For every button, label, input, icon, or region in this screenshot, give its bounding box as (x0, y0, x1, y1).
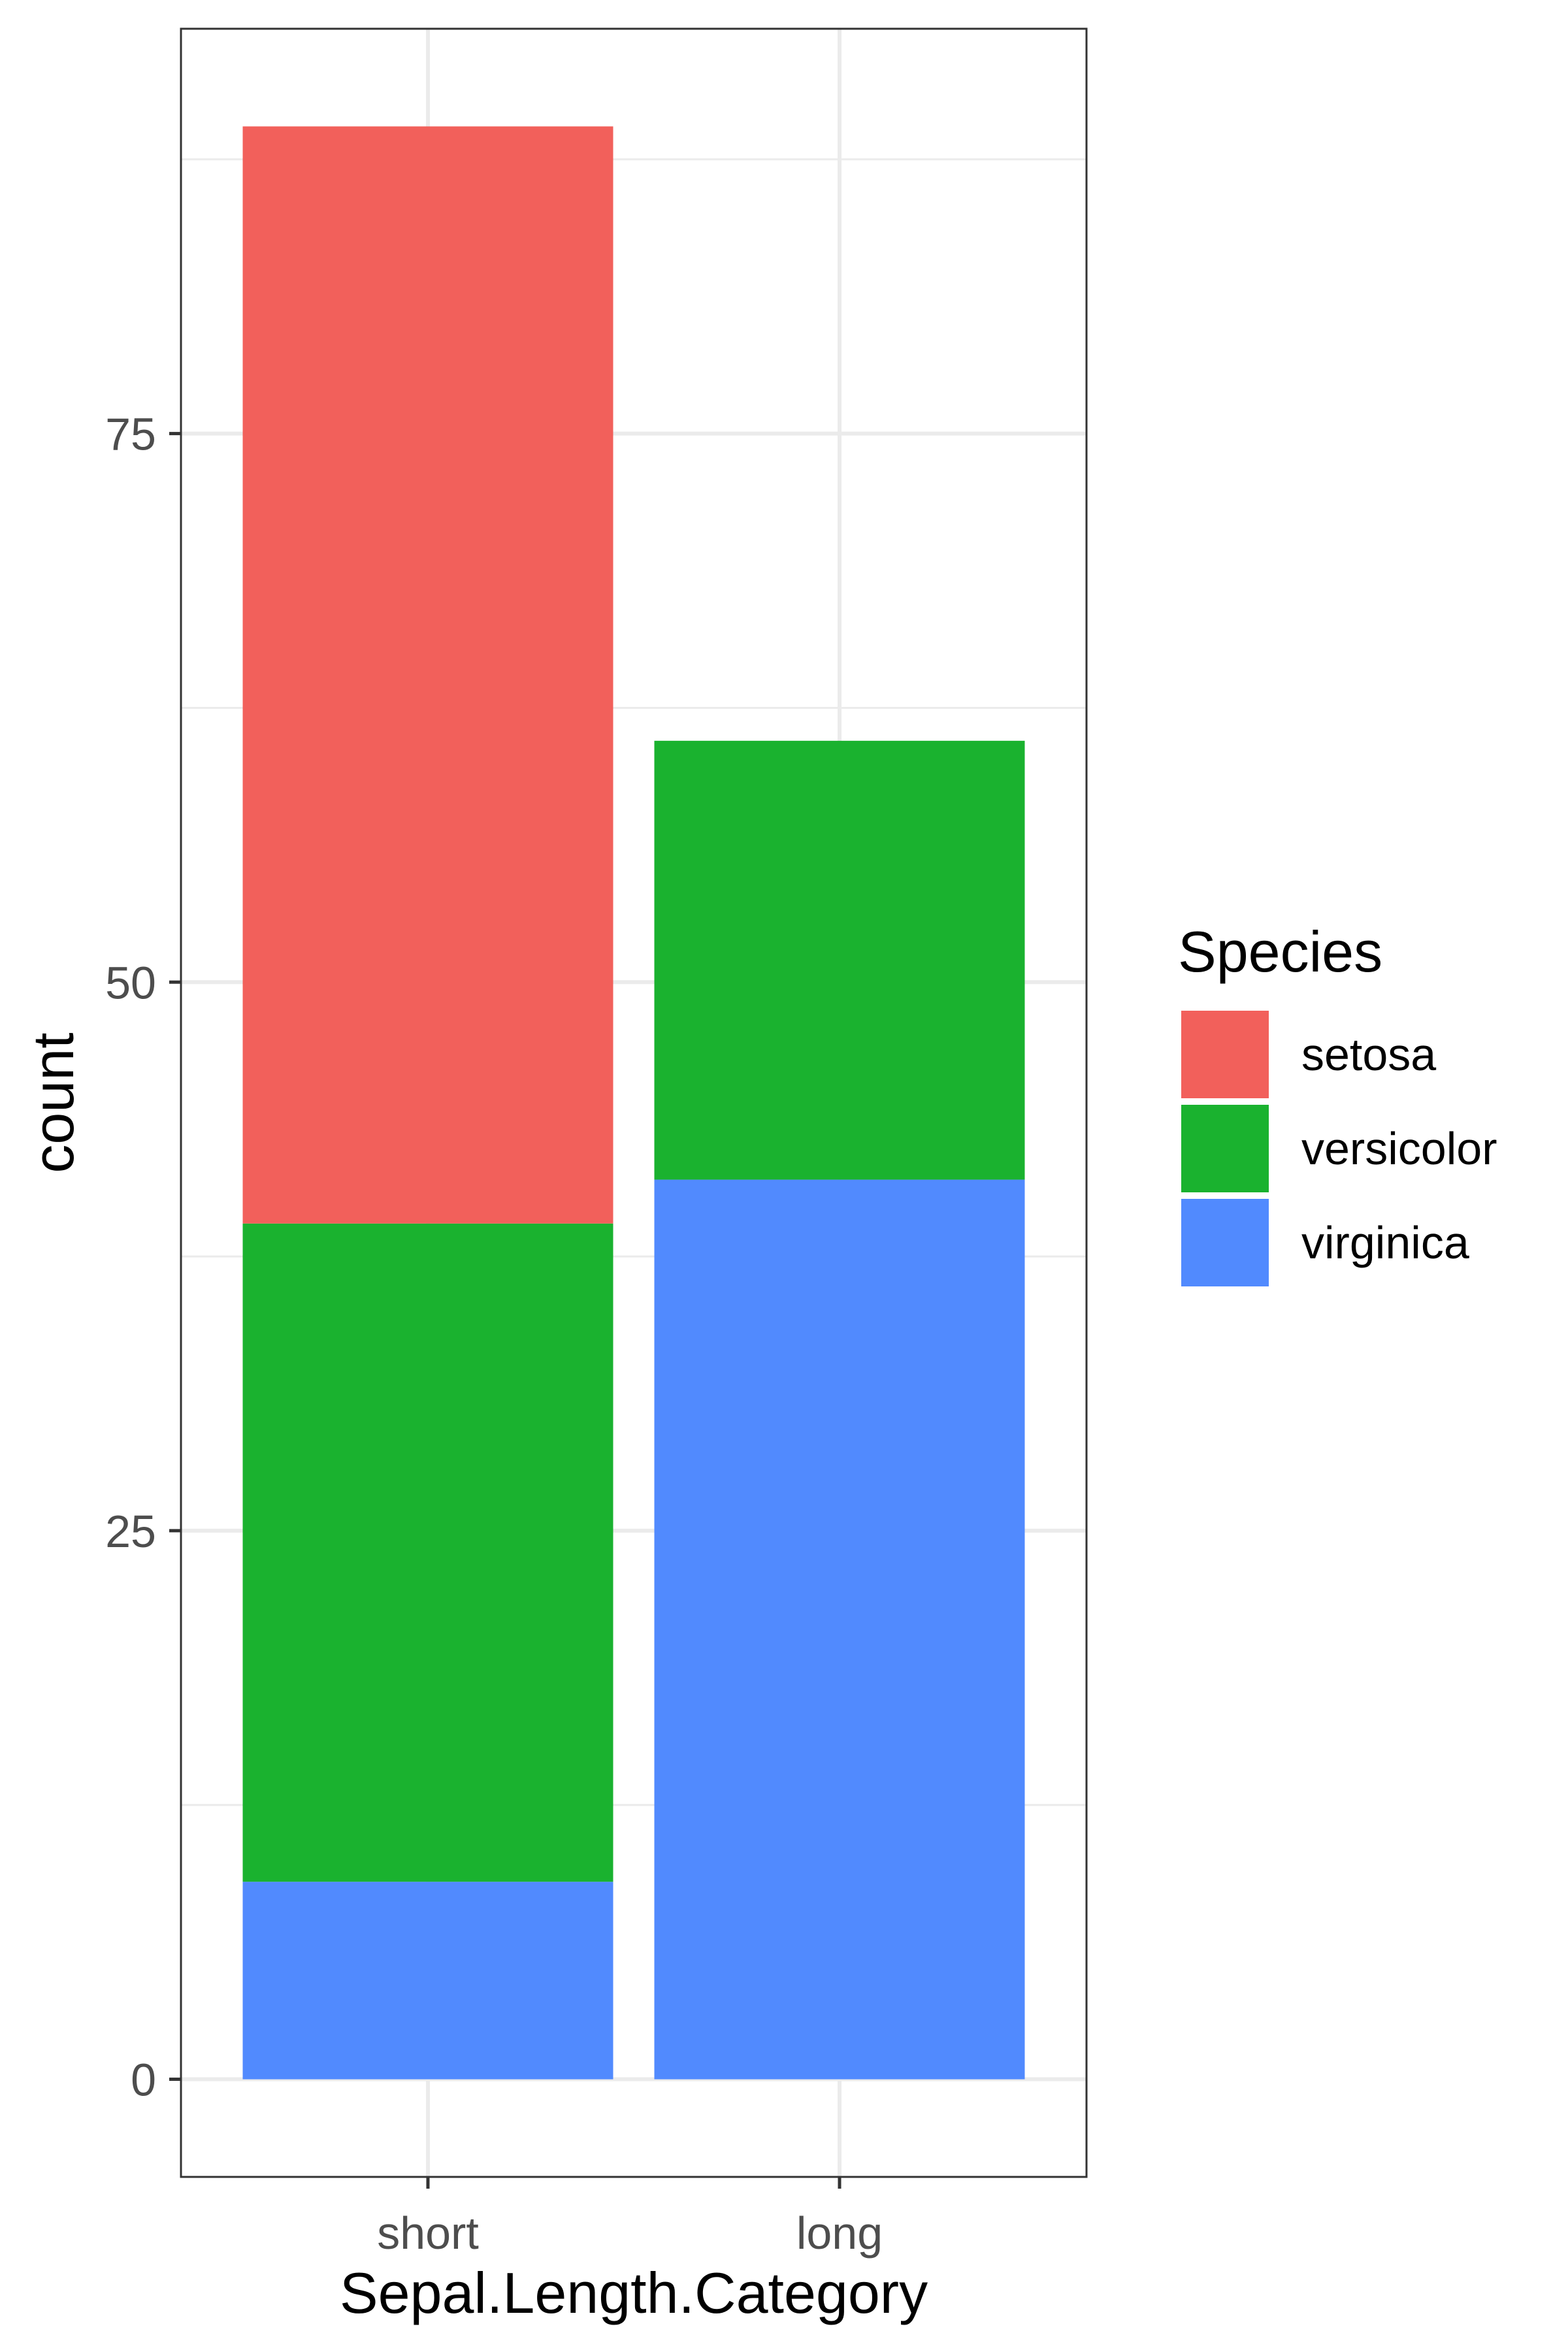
legend-items: setosa versicolor virginica (1181, 1011, 1497, 1286)
bar-short-versicolor (242, 1223, 613, 1882)
y-tick-label: 25 (105, 1506, 156, 1557)
bar-long-versicolor (654, 740, 1025, 1180)
legend-label-setosa: setosa (1301, 1029, 1436, 1080)
legend: Species setosa versicolor virginica (1178, 919, 1497, 1286)
plot-panel-border (180, 27, 1088, 2178)
x-tick-label: short (377, 2208, 479, 2259)
y-axis-title: count (21, 1032, 86, 1173)
x-axis: short long (377, 2177, 883, 2259)
x-axis-title: Sepal.Length.Category (340, 2261, 928, 2325)
bar-layer (242, 126, 1025, 2080)
bar-short-virginica (242, 1882, 613, 2080)
bar-long-virginica (654, 1179, 1025, 2080)
legend-label-virginica: virginica (1301, 1217, 1469, 1268)
x-tick-label: long (796, 2208, 883, 2259)
y-tick-label: 75 (105, 409, 156, 460)
legend-swatch-virginica (1181, 1199, 1269, 1286)
legend-title: Species (1178, 919, 1382, 984)
y-tick-label: 0 (131, 2055, 156, 2106)
bar-short-setosa (242, 126, 613, 1224)
legend-swatch-setosa (1181, 1011, 1269, 1098)
y-tick-label: 50 (105, 957, 156, 1008)
legend-label-versicolor: versicolor (1301, 1123, 1497, 1174)
legend-swatch-versicolor (1181, 1105, 1269, 1192)
y-axis: 0 25 50 75 (105, 409, 181, 2106)
